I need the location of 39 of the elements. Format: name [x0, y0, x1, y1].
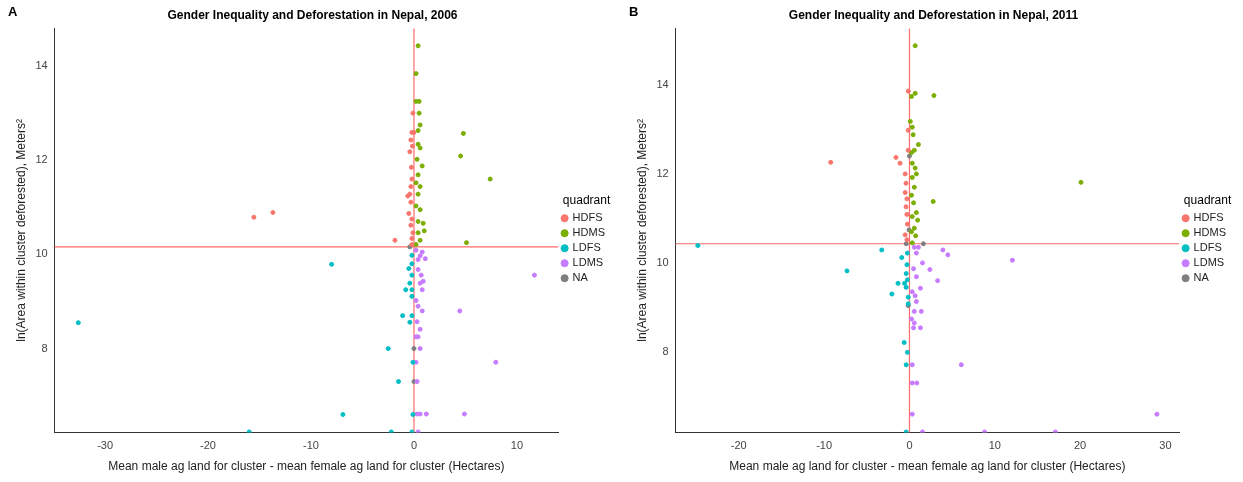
x-axis-title: Mean male ag land for cluster - mean female ag land for cluster (Hectares) [729, 459, 1126, 474]
x-tick-label: -20 [200, 439, 216, 452]
legend-label: NA [572, 271, 589, 284]
x-tick-label: 10 [510, 439, 524, 452]
y-tick-label: 14 [656, 78, 669, 91]
x-tick-label: -10 [816, 439, 833, 452]
legend-label: HDFS [1193, 211, 1224, 224]
x-tick-label: -30 [97, 439, 114, 452]
x-tick-label: -10 [303, 439, 319, 452]
legend-label: HDFS [572, 211, 603, 224]
y-tick-label: 10 [35, 247, 48, 260]
y-axis-title: ln(Area within cluster deforested), Meters² [634, 119, 649, 342]
legend-label: LDMS [1193, 256, 1225, 269]
legend-label: LDFS [1193, 241, 1222, 254]
y-tick-label: 12 [656, 167, 669, 180]
y-axis-title: ln(Area within cluster deforested), Meters² [13, 119, 28, 342]
x-tick-label: 0 [410, 439, 418, 452]
x-tick-label: 20 [1074, 439, 1087, 452]
y-tick-label: 10 [656, 256, 669, 269]
x-axis-title: Mean male ag land for cluster - mean female ag land for cluster (Hectares) [108, 459, 505, 474]
y-tick-label: 12 [35, 153, 48, 166]
y-tick-label: 14 [35, 59, 48, 72]
legend-label: LDMS [572, 256, 604, 269]
text: B [629, 4, 639, 20]
x-tick-label: 30 [1159, 439, 1172, 452]
legend-title: quadrant [562, 192, 611, 207]
legend-label: HDMS [1193, 226, 1226, 239]
text: A [8, 4, 18, 20]
legend-label: HDMS [572, 226, 605, 239]
legend-title: quadrant [1183, 192, 1232, 207]
y-tick-label: 8 [662, 345, 669, 358]
legend-label: NA [1193, 271, 1210, 284]
x-tick-label: 0 [906, 439, 913, 452]
y-tick-label: 8 [41, 341, 48, 354]
legend-label: LDFS [572, 241, 601, 254]
x-tick-label: -20 [730, 439, 747, 452]
chart-title: Gender Inequality and Deforestation in Nepal, 2011 [788, 7, 1079, 22]
x-tick-label: 10 [988, 439, 1001, 452]
chart-title: Gender Inequality and Deforestation in Nepal, 2006 [167, 7, 458, 22]
